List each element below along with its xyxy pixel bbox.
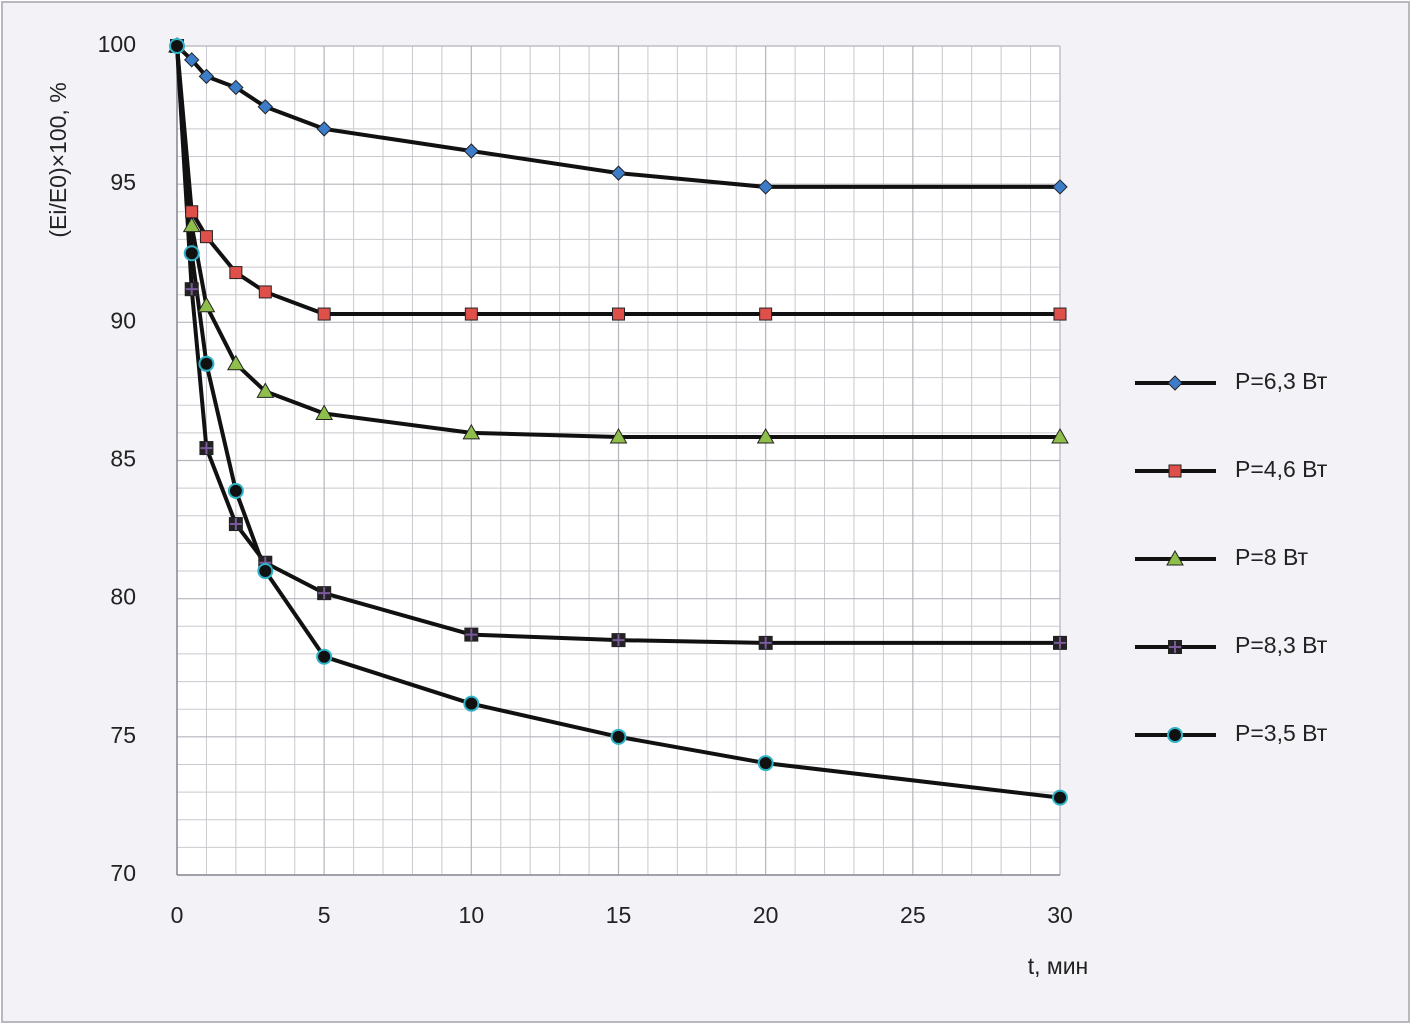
marker	[184, 282, 199, 297]
x-tick-label: 25	[900, 902, 926, 928]
marker	[610, 728, 627, 745]
marker-cross	[465, 628, 478, 641]
legend-label: P=6,3 Вт	[1235, 368, 1328, 394]
marker	[257, 99, 274, 115]
series-line	[175, 44, 1060, 189]
marker	[756, 428, 775, 444]
legend-label: P=8,3 Вт	[1235, 632, 1328, 658]
marker	[612, 307, 625, 321]
y-axis-label: (Ei/E0)×100, %	[45, 82, 71, 237]
marker	[197, 296, 216, 313]
legend-marker	[1168, 640, 1182, 654]
y-tick-label: 80	[110, 584, 136, 610]
marker	[316, 648, 333, 665]
marker	[315, 404, 334, 421]
y-tick-label: 95	[110, 169, 136, 195]
marker-cross	[1054, 636, 1066, 649]
legend-label: P=3,5 Вт	[1235, 720, 1328, 746]
marker	[199, 230, 213, 244]
marker-cross	[759, 636, 772, 649]
marker	[227, 354, 245, 371]
y-tick-label: 90	[110, 307, 136, 333]
marker	[1053, 307, 1067, 321]
marker	[758, 635, 773, 650]
marker	[464, 307, 478, 321]
series-line	[175, 45, 1060, 440]
marker	[611, 633, 626, 648]
x-tick-label: 10	[459, 902, 485, 928]
marker	[757, 755, 774, 772]
marker	[464, 627, 479, 642]
y-tick-label: 85	[110, 446, 136, 472]
series-line	[175, 45, 1060, 645]
marker	[183, 245, 200, 262]
marker	[182, 216, 201, 233]
marker	[257, 563, 274, 580]
x-tick-label: 5	[318, 902, 331, 928]
marker	[227, 482, 244, 499]
marker	[759, 307, 773, 321]
x-axis-label: t, мин	[1028, 953, 1089, 979]
marker-cross	[612, 634, 625, 647]
marker	[610, 165, 627, 181]
marker	[1051, 428, 1069, 444]
legend-marker	[1166, 549, 1184, 566]
marker	[317, 307, 331, 321]
marker	[256, 382, 275, 398]
marker	[317, 586, 332, 601]
marker	[463, 143, 480, 159]
legend-marker	[1167, 727, 1183, 743]
marker	[316, 121, 332, 137]
marker	[184, 52, 200, 68]
marker	[757, 179, 774, 195]
marker	[462, 423, 481, 440]
marker	[1052, 789, 1068, 806]
x-tick-label: 30	[1047, 902, 1073, 928]
marker	[169, 38, 185, 54]
marker	[198, 355, 215, 372]
legend-marker	[1167, 375, 1183, 391]
y-tick-label: 100	[98, 31, 136, 57]
series-line	[175, 45, 1060, 317]
x-tick-label: 0	[171, 902, 184, 928]
marker-cross	[1169, 641, 1181, 653]
marker	[463, 695, 480, 712]
series-line	[175, 45, 1061, 800]
marker	[1052, 179, 1068, 195]
marker-cross	[229, 518, 242, 531]
marker	[229, 266, 243, 280]
marker	[258, 285, 272, 299]
marker-cross	[185, 283, 198, 296]
marker	[185, 205, 199, 219]
marker	[199, 441, 214, 456]
x-tick-label: 20	[753, 902, 779, 928]
y-tick-label: 70	[110, 860, 136, 886]
y-tick-label: 75	[110, 722, 136, 748]
marker	[228, 79, 244, 96]
marker	[1053, 635, 1067, 650]
marker	[609, 428, 628, 444]
marker-cross	[318, 587, 331, 600]
x-tick-label: 15	[606, 902, 632, 928]
legend-marker	[1168, 464, 1182, 478]
legend-label: P=8 Вт	[1235, 544, 1309, 570]
marker	[198, 68, 215, 85]
legend-label: P=4,6 Вт	[1235, 456, 1328, 482]
marker-cross	[200, 442, 213, 455]
marker	[228, 517, 243, 532]
